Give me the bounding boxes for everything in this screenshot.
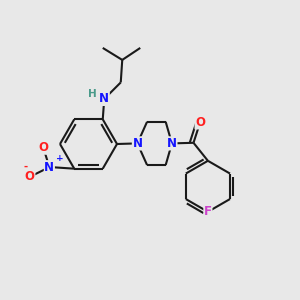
Text: +: + (56, 154, 64, 163)
Text: N: N (99, 92, 109, 105)
Text: N: N (44, 161, 54, 174)
Text: O: O (38, 141, 48, 154)
Text: N: N (132, 137, 142, 150)
Text: O: O (195, 116, 205, 129)
Text: -: - (23, 161, 28, 171)
Text: O: O (25, 170, 35, 183)
Text: N: N (167, 137, 177, 150)
Text: F: F (204, 205, 212, 218)
Text: H: H (88, 89, 97, 99)
